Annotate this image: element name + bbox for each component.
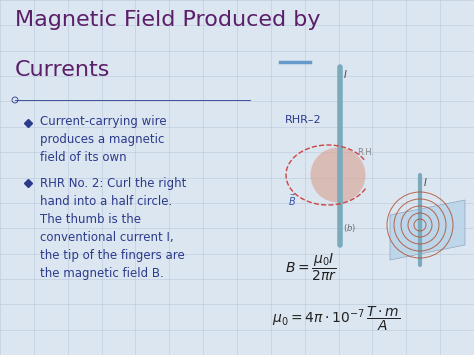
- Text: R.H.: R.H.: [357, 148, 374, 157]
- Text: $\vec{B}$: $\vec{B}$: [288, 193, 296, 208]
- Text: $\mu_0 = 4\pi \cdot 10^{-7} \, \dfrac{T \cdot m}{A}$: $\mu_0 = 4\pi \cdot 10^{-7} \, \dfrac{T …: [272, 305, 400, 333]
- Text: Current-carrying wire
produces a magnetic
field of its own: Current-carrying wire produces a magneti…: [40, 115, 167, 164]
- Text: RHR No. 2: Curl the right
hand into a half circle.
The thumb is the
conventional: RHR No. 2: Curl the right hand into a ha…: [40, 177, 186, 280]
- Text: Currents: Currents: [15, 60, 110, 80]
- Text: $B = \dfrac{\mu_0 I}{2\pi r}$: $B = \dfrac{\mu_0 I}{2\pi r}$: [285, 252, 337, 283]
- Text: $(b)$: $(b)$: [343, 222, 356, 234]
- Ellipse shape: [310, 147, 365, 202]
- Text: $I$: $I$: [343, 68, 347, 80]
- Text: Magnetic Field Produced by: Magnetic Field Produced by: [15, 10, 320, 30]
- Polygon shape: [390, 200, 465, 260]
- Text: $I$: $I$: [423, 176, 428, 188]
- Text: RHR–2: RHR–2: [285, 115, 322, 125]
